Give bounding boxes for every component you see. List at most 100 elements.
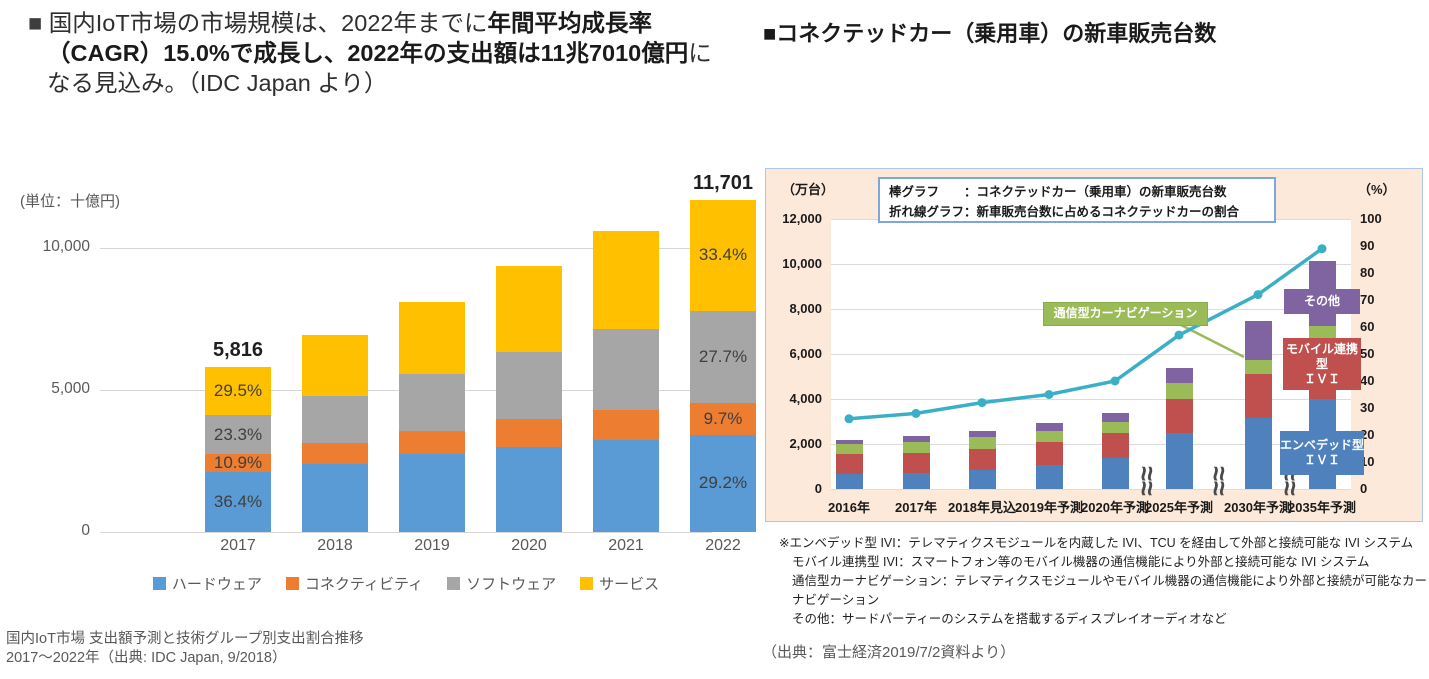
gridline: [831, 264, 1351, 265]
left-chart-unit-label: (単位：十億円): [20, 193, 120, 210]
right-axis-tick-label: 40: [1360, 373, 1375, 388]
right-chart-left-unit-label: （万台）: [782, 182, 835, 197]
bar-segment-2019: [399, 374, 465, 431]
bar-segment-2020: [496, 351, 562, 420]
left-chart-plot-area: 36.4% 10.9% 23.3% 29.5% 5,816 29.2% 9.7% 27.7% 3…: [100, 172, 756, 533]
right-axis-tick-label: 10: [1360, 454, 1375, 469]
left-axis-tick-label: 0: [814, 481, 822, 496]
left-chart-legend: ハードウェア コネクティビティ ソフトウェア サービス: [100, 573, 712, 594]
x-axis-label: 2030年予測: [1224, 500, 1292, 515]
square-bullet-icon: ■: [28, 10, 49, 36]
bar-segment-2030年予測: [1244, 321, 1272, 360]
x-axis-label: 2021: [608, 537, 644, 554]
left-axis-tick-label: 10,000: [782, 256, 822, 271]
bar-segment-2018: [302, 442, 368, 465]
bar-segment-2022: [690, 402, 756, 435]
gridline: [831, 444, 1351, 445]
percent-label: 29.2%: [698, 473, 748, 493]
bar-segment-2025年予測: [1165, 367, 1193, 384]
line-marker-icon: [1174, 330, 1184, 340]
bar-segment-2020: [496, 419, 562, 447]
footnote-line: モバイル連携型 IVI：スマートフォン等のモバイル機器の通信機能により外部と接続…: [792, 555, 1370, 569]
bar-segment-2022: [690, 310, 756, 403]
bar-segment-2021: [593, 409, 659, 441]
bar-segment-2019: [399, 301, 465, 375]
percent-label: 23.3%: [213, 424, 263, 444]
line-marker-icon: [844, 414, 854, 424]
bar-segment-2021: [593, 230, 659, 330]
left-axis-tick-label: 6,000: [789, 346, 822, 361]
left-title-normal1: 国内IoT市場の市場規模は、2022年までに: [48, 10, 488, 36]
bar-segment-2020: [496, 266, 562, 352]
bar-segment-2019年予測: [1035, 430, 1063, 442]
x-axis-label: 2017: [220, 537, 256, 554]
footnote-line: その他：サードパーティーのシステムを搭載するディスプレイオーディオなど: [792, 612, 1227, 626]
right-axis-tick-label: 90: [1360, 238, 1375, 253]
bar-segment-2025年予測: [1165, 432, 1193, 489]
right-axis-tick-label: 80: [1360, 265, 1375, 280]
bar-segment-2022: [690, 434, 756, 532]
line-marker-icon: [1044, 390, 1054, 399]
bar-segment-2018: [302, 396, 368, 443]
bar-segment-2018年見込: [968, 430, 996, 438]
y-axis-tick-label: 10,000: [42, 238, 90, 255]
right-chart-right-unit-label: （%）: [1358, 182, 1396, 197]
line-series-path: [848, 247, 1324, 421]
line-marker-icon: [911, 408, 921, 418]
left-axis-tick-label: 8,000: [789, 301, 822, 316]
bar-segment-2019年予測: [1035, 441, 1063, 466]
bar-segment-2017年: [902, 473, 930, 489]
bar-segment-2019年予測: [1035, 465, 1063, 489]
bar-segment-2019: [399, 454, 465, 532]
x-axis-label: 2035年予測: [1288, 500, 1356, 515]
bar-segment-2021: [593, 329, 659, 410]
bar-segment-2018年見込: [968, 437, 996, 449]
percent-label: 29.5%: [213, 381, 263, 401]
bar-segment-2022: [690, 199, 756, 311]
percent-label: 9.7%: [703, 408, 743, 428]
bar-segment-2019: [399, 430, 465, 455]
y-axis-tick-label: 5,000: [51, 380, 90, 397]
line-marker-icon: [1110, 376, 1120, 386]
x-axis-label: 2016年: [828, 500, 870, 515]
percent-label: 33.4%: [698, 245, 748, 265]
bar-segment-2020年予測: [1101, 412, 1129, 422]
legend-item: コネクティビティ: [285, 573, 424, 594]
bar-segment-2030年予測: [1244, 418, 1272, 489]
left-slide-title: ■ 国内IoT市場の市場規模は、2022年までに年間平均成長率（CAGR）15.…: [28, 8, 725, 98]
right-axis-tick-label: 60: [1360, 319, 1375, 334]
right-chart-source-caption: （出典：富士経済2019/7/2資料より）: [762, 644, 1016, 661]
bar-segment-2016年: [835, 474, 863, 489]
gridline: [100, 532, 712, 533]
legend-item: ハードウェア: [152, 573, 262, 594]
bar-segment-2017: [205, 366, 271, 416]
x-axis-label: 2018年見込: [948, 500, 1016, 515]
left-chart-source-caption: 国内IoT市場 支出額予測と技術グループ別支出割合推移 2017～2022年（出…: [6, 630, 364, 668]
percentage-line-series: [844, 244, 1327, 424]
right-legend-line2: 折れ線グラフ：新車販売台数に占めるコネクテッドカーの割合: [889, 205, 1240, 219]
legend-swatch-icon: [152, 577, 166, 590]
left-title-normal2: になる見込み。（IDC Japan より）: [47, 40, 712, 96]
line-marker-icon: [1253, 290, 1263, 300]
bar-segment-2016年: [835, 444, 863, 455]
legend-label: ソフトウェア: [466, 576, 557, 593]
bar-segment-2020年予測: [1101, 421, 1129, 433]
bar-segment-2020年予測: [1101, 432, 1129, 458]
right-axis-tick-label: 20: [1360, 427, 1375, 442]
x-axis-label: 2025年予測: [1145, 500, 1213, 515]
bar-segment-2025年予測: [1165, 383, 1193, 399]
legend-label: コネクティビティ: [304, 576, 424, 593]
percent-label: 36.4%: [213, 491, 263, 511]
bar-segment-2017年: [902, 436, 930, 442]
right-axis-tick-label: 100: [1360, 211, 1382, 226]
right-chart-legend-box: 棒グラフ ：コネクテッドカー（乗用車）の新車販売台数 折れ線グラフ：新車販売台数…: [878, 177, 1276, 223]
bar-segment-2017: [205, 415, 271, 454]
right-axis-tick-label: 30: [1360, 400, 1375, 415]
bar-segment-2016年: [835, 454, 863, 475]
bar-segment-2017: [205, 471, 271, 532]
total-value-label: 5,816: [212, 338, 264, 361]
legend-item: サービス: [580, 573, 659, 594]
left-title-bold: 年間平均成長率（CAGR）15.0%で成長し、2022年の支出額は11兆7010…: [47, 10, 689, 66]
x-axis-label: 2018: [317, 537, 353, 554]
bar-segment-2018: [302, 464, 368, 532]
